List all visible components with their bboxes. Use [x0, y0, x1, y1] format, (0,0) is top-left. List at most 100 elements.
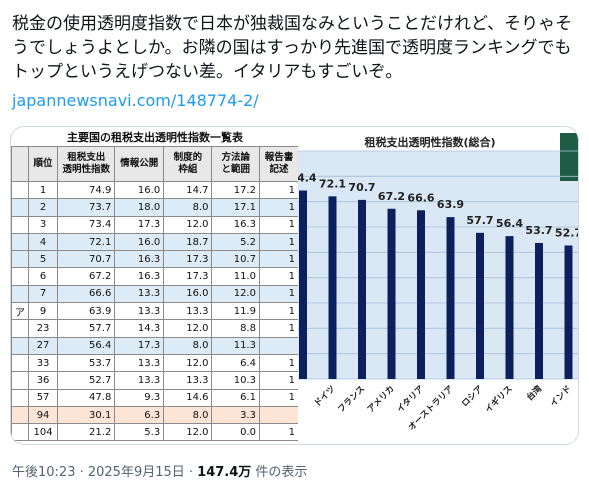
footer: 午後10:23 · 2025年9月15日 · 147.4万 件の表示 — [12, 461, 307, 480]
table-row: 2 73.7 18.0 8.0 17.1 1 — [11, 198, 299, 217]
table-row: 1 74.9 16.0 14.7 17.2 1 — [11, 180, 299, 200]
table-cell: 36 — [27, 371, 59, 390]
cut-cell — [11, 388, 29, 407]
cut-cell — [11, 371, 29, 390]
table-cell: 27 — [27, 336, 59, 355]
table-cell: 57.7 — [57, 319, 116, 338]
table-cell: 5 — [27, 250, 59, 269]
cut-cell — [11, 284, 29, 304]
value-label: 74.4 — [298, 172, 317, 185]
table-cell: 13.3 — [114, 284, 165, 304]
header-text: と範囲 — [221, 164, 250, 175]
table-cell: 17.3 — [114, 215, 165, 234]
table-cell: 33 — [27, 353, 59, 373]
chart: 租税支出透明性指数(総合) 74.472.1ドイツ70.7フランス67.2アメリ… — [298, 127, 578, 444]
bar — [328, 196, 337, 379]
header-cell: 情報公開 — [114, 146, 165, 182]
value-label: 67.2 — [378, 190, 405, 203]
table-row: 33 53.7 13.3 12.0 6.4 1 — [11, 353, 299, 373]
table-cell: 57 — [27, 388, 59, 407]
cut-cell — [11, 250, 29, 269]
header-row: 順位 租税支出 透明性指数 情報公開 制度的 枠組 方法論 と範囲 報告書 記述 — [11, 146, 299, 182]
cut-cell: ア — [11, 302, 29, 321]
table-cell: 17.3 — [114, 336, 165, 355]
table-cell: 104 — [27, 423, 59, 442]
cut-cell — [11, 198, 29, 217]
table-cell: 6.4 — [211, 353, 260, 373]
cut-cell — [11, 336, 29, 355]
cut-cell — [11, 215, 29, 234]
table-cell: 21.2 — [57, 423, 116, 442]
table-cell: 63.9 — [57, 302, 116, 321]
table-cell: 18.7 — [163, 232, 213, 252]
table-cell: 1 — [258, 284, 299, 304]
header-text: 枠組 — [178, 164, 198, 175]
table-cell: 9.3 — [114, 388, 165, 407]
table-cell: 47.8 — [57, 388, 116, 407]
value-label: 56.4 — [496, 217, 523, 230]
table-cell: 14.6 — [163, 388, 213, 407]
plot-area — [298, 151, 578, 379]
bar — [446, 217, 455, 379]
bar — [505, 236, 514, 379]
table-cell: 66.6 — [57, 284, 116, 304]
header-cell: 順位 — [27, 146, 59, 182]
cut-cell — [11, 180, 29, 200]
table-cell: 23 — [27, 319, 59, 338]
table-cell: 4 — [27, 232, 59, 252]
views: 147.4万 — [197, 465, 252, 480]
table-row: 7 66.6 13.3 16.0 12.0 1 — [11, 284, 299, 304]
cut-cell — [11, 146, 29, 182]
header-text: 報告書 — [264, 152, 294, 163]
table-row: ア 9 63.9 13.3 13.3 11.9 1 — [11, 302, 299, 321]
bar — [387, 208, 396, 379]
table-cell: 5.2 — [211, 232, 260, 252]
table-cell: 53.7 — [57, 353, 116, 373]
corner-decoration — [560, 133, 578, 181]
table-cell: 12.0 — [211, 284, 260, 304]
tweet-line: 税金の使用透明度指数で日本が独裁国なみということだけれど、そりゃそ — [12, 14, 573, 34]
table-cell: 16.0 — [114, 232, 165, 252]
table-cell: 5.3 — [114, 423, 165, 442]
header-cell: 租税支出 透明性指数 — [57, 146, 116, 182]
table-row: 6 67.2 16.3 17.3 11.0 1 — [11, 267, 299, 286]
cut-cell — [11, 319, 29, 338]
bar — [417, 210, 425, 379]
value-label: 70.7 — [348, 181, 375, 194]
table-cell: 1 — [258, 215, 299, 234]
table-cell: 12.0 — [163, 423, 213, 442]
cut-cell — [11, 405, 29, 425]
header-text: 制度的 — [173, 152, 203, 163]
header-text: 透明性指数 — [62, 164, 110, 175]
table-row: 36 52.7 13.3 13.3 10.3 1 — [11, 371, 299, 390]
table-image[interactable]: 主要国の租税支出透明性指数一覧表 順位 租税支出 透明性指数 情報公開 制度的 枠組 方法論と… — [10, 126, 299, 445]
table-cell: 14.7 — [163, 180, 213, 200]
table-cell: 10.7 — [211, 250, 260, 269]
value-label: 52.7 — [555, 226, 578, 239]
table-cell: 70.7 — [57, 250, 116, 269]
cut-cell — [11, 423, 29, 442]
cut-cell — [11, 232, 29, 252]
table-cell: 13.3 — [163, 371, 213, 390]
header-text: 情報公開 — [120, 158, 159, 169]
tweet-text: 税金の使用透明度指数で日本が独裁国なみということだけれど、そりゃそ うでしょうよ… — [12, 12, 572, 84]
table-cell: 11.0 — [211, 267, 260, 286]
table-cell — [258, 336, 299, 355]
bar — [358, 199, 366, 379]
table-cell: 10.3 — [211, 371, 260, 390]
table-cell: 17.2 — [211, 180, 260, 200]
header-text: 方法論 — [221, 152, 250, 163]
title-row: 主要国の租税支出透明性指数一覧表 — [12, 127, 299, 147]
bar — [476, 232, 484, 379]
table-cell: 13.3 — [114, 353, 165, 373]
chart-image[interactable]: 租税支出透明性指数(総合) 74.472.1ドイツ70.7フランス67.2アメリ… — [298, 126, 579, 445]
table-cell: 8.0 — [163, 405, 213, 425]
table-title: 主要国の租税支出透明性指数一覧表 — [67, 130, 243, 144]
table-cell: 1 — [27, 180, 59, 200]
table-cell: 6 — [27, 267, 59, 286]
link[interactable]: japannewsnavi.com/148774-2/ — [12, 91, 259, 110]
table-row: 5 70.7 16.3 17.3 10.7 1 — [11, 250, 299, 269]
table-cell: 13.3 — [114, 371, 165, 390]
table-cell: 1 — [258, 180, 299, 200]
